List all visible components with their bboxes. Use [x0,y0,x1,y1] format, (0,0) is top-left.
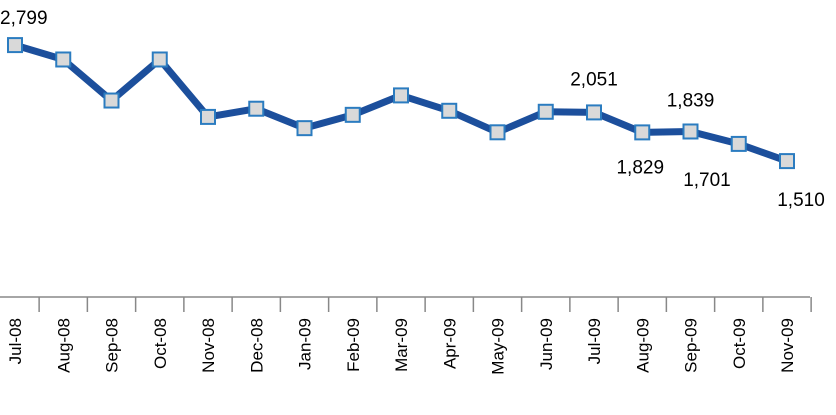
data-label: 1,839 [667,91,715,112]
x-tick-label: Oct-09 [730,318,749,369]
x-tick-label: Feb-09 [344,318,363,372]
marker [103,92,120,109]
data-label: 2,799 [0,8,48,29]
marker [248,100,265,117]
data-label: 1,510 [777,190,825,211]
marker [344,106,361,123]
x-tick-label: May-09 [489,318,508,375]
x-tick-label: Jul-08 [6,318,25,364]
marker [730,135,747,152]
marker [586,104,602,121]
marker [634,124,651,141]
x-tick-label: Nov-09 [778,318,797,373]
marker [779,153,795,170]
marker [200,108,216,125]
x-tick-label: Apr-09 [440,318,459,369]
x-tick-label: Jul-09 [585,318,604,364]
marker [151,51,168,68]
x-tick-label: Oct-08 [151,318,170,369]
marker [296,120,313,137]
marker [489,124,506,141]
x-tick-label: Jan-09 [296,318,315,370]
marker [55,51,72,68]
data-label: 1,829 [616,157,664,178]
x-tick-label: Aug-08 [54,318,73,373]
x-tick-label: Dec-08 [247,318,266,373]
x-tick-label: Sep-09 [682,318,701,373]
x-tick-label: Jun-09 [537,318,556,370]
x-tick-label: Mar-09 [392,318,411,372]
data-label: 1,701 [683,170,731,191]
marker [537,103,554,120]
marker [7,37,23,54]
x-tick-label: Nov-08 [199,318,218,373]
marker [441,102,458,119]
marker [393,87,409,104]
x-tick-label: Sep-08 [103,318,122,373]
data-label: 2,051 [570,69,618,90]
x-tick-label: Aug-09 [633,318,652,373]
marker [682,123,699,140]
